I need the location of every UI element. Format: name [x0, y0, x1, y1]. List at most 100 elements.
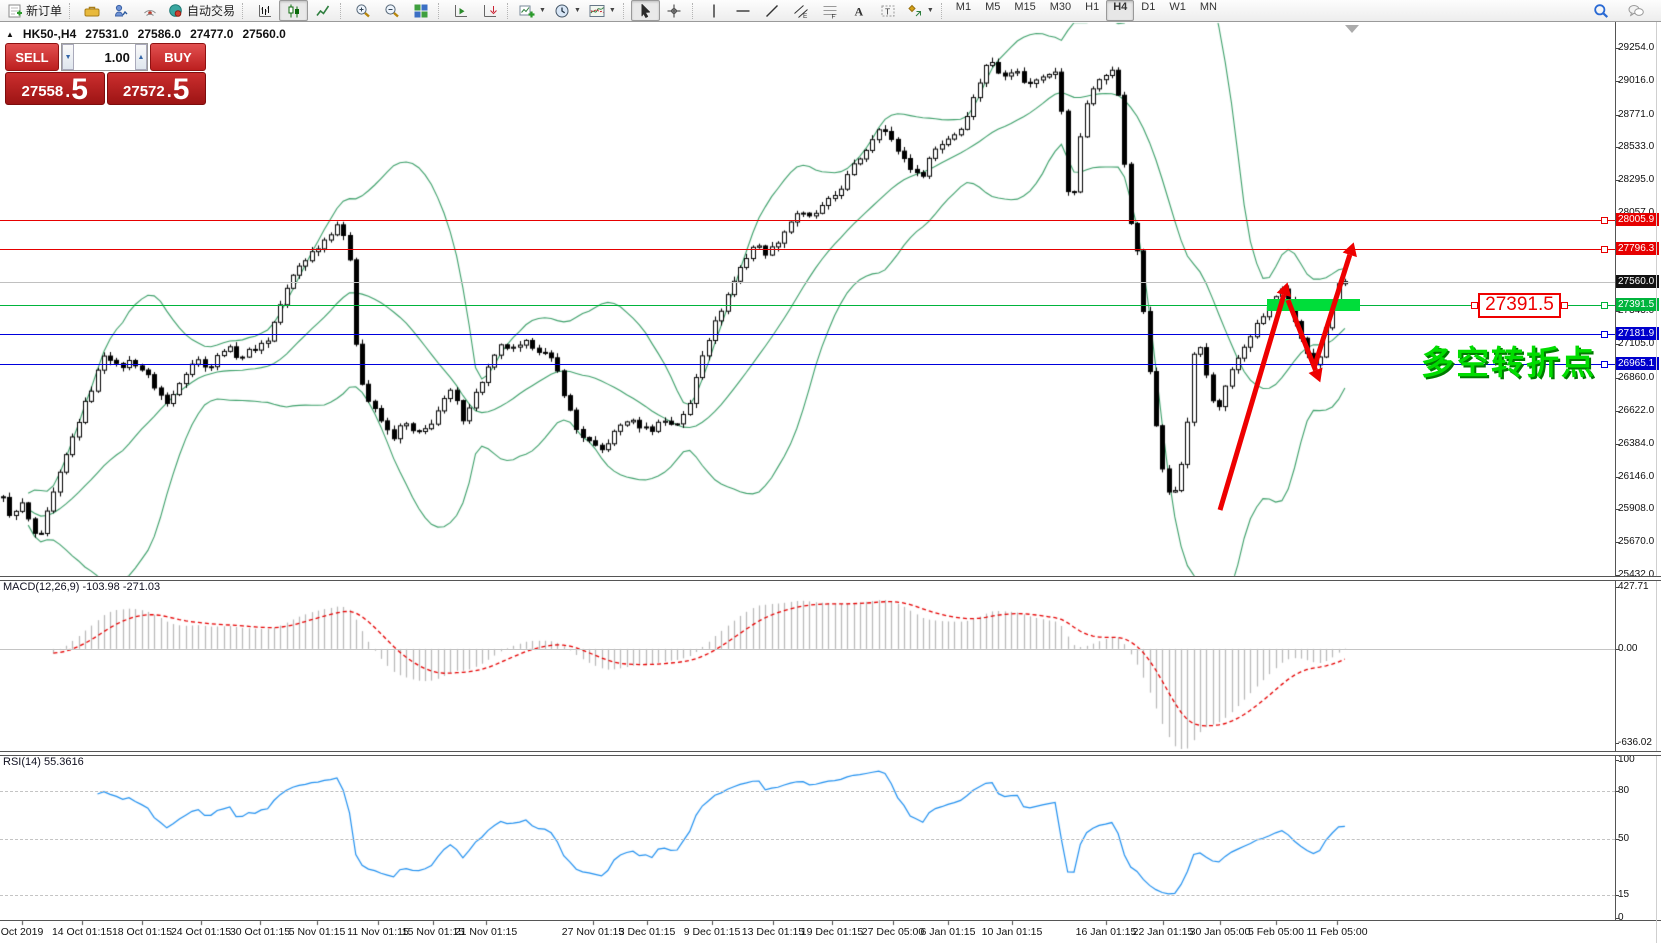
- time-axis-label: 11 Feb 05:00: [1306, 926, 1368, 938]
- templates-button[interactable]: ▼: [585, 0, 620, 21]
- panel-separator-rsi[interactable]: [0, 751, 1661, 756]
- vertical-line-button[interactable]: [700, 0, 729, 21]
- price-level-line-27796.3[interactable]: [0, 249, 1615, 250]
- timeframe-m15[interactable]: M15: [1014, 1, 1036, 13]
- price-badge-27796.3: 27796.3: [1616, 242, 1659, 255]
- search-icon: [1593, 3, 1609, 19]
- toolbox-button[interactable]: [77, 0, 106, 21]
- volume-increase-button[interactable]: ▲: [134, 44, 147, 70]
- sell-price-tile[interactable]: 27558 . 5: [5, 72, 105, 105]
- line-chart-button[interactable]: [308, 0, 337, 21]
- fibonacci-button[interactable]: F: [816, 0, 845, 21]
- timeframe-h4[interactable]: H4: [1106, 0, 1135, 21]
- price-tick-mark: [1615, 311, 1619, 312]
- chat-button[interactable]: [1621, 0, 1650, 21]
- shapes-button[interactable]: ▼: [903, 0, 938, 21]
- price-level-line-27181.9[interactable]: [0, 334, 1615, 335]
- symbol-info-bar: ▲ HK50-,H4 27531.0 27586.0 27477.0 27560…: [6, 27, 286, 41]
- market-watch-button[interactable]: [106, 0, 135, 21]
- panel-separator-macd[interactable]: [0, 576, 1661, 581]
- price-axis-border: [1615, 22, 1616, 921]
- candlestick-button[interactable]: [279, 0, 309, 21]
- buy-price-tile[interactable]: 27572 . 5: [106, 72, 206, 106]
- buy-button[interactable]: BUY: [150, 43, 206, 71]
- new-order-icon: [7, 3, 23, 19]
- price-level-line-27391.5[interactable]: [0, 305, 1615, 306]
- bar-chart-button[interactable]: [250, 0, 279, 21]
- box-anchor[interactable]: [1561, 302, 1568, 309]
- new-chart-button[interactable]: ▼: [515, 0, 550, 21]
- chevron-down-icon: ▼: [573, 7, 581, 14]
- price-level-line-27560.0[interactable]: [0, 282, 1615, 283]
- price-tick-label: 26384.0: [1618, 438, 1655, 449]
- chevron-down-icon: ▼: [926, 7, 934, 14]
- time-axis-label: 14 Oct 01:15: [51, 926, 113, 938]
- price-level-line-28005.9[interactable]: [0, 220, 1615, 221]
- timeframe-m5[interactable]: M5: [985, 1, 1001, 13]
- sell-button[interactable]: SELL: [5, 43, 59, 71]
- connector-line: [1267, 305, 1601, 306]
- new-chart-icon: [519, 3, 535, 19]
- price-tick-label: 29254.0: [1618, 42, 1655, 53]
- auto-trading-button[interactable]: 自动交易: [164, 0, 239, 21]
- buy-price-fraction: 5: [172, 73, 190, 106]
- timeframe-mn[interactable]: MN: [1199, 1, 1217, 13]
- rsi-indicator-label: RSI(14) 55.3616: [3, 756, 84, 768]
- line-anchor[interactable]: [1601, 246, 1608, 253]
- box-anchor[interactable]: [1471, 302, 1478, 309]
- price-badge-27181.9: 27181.9: [1616, 327, 1659, 340]
- zoom-in-button[interactable]: [348, 0, 377, 21]
- macd-tick-label: 0.00: [1618, 643, 1638, 654]
- price-level-line-26965.1[interactable]: [0, 364, 1615, 365]
- tile-windows-button[interactable]: [406, 0, 435, 21]
- ohlc-low: 27477.0: [190, 27, 234, 41]
- time-axis-label: 22 Jan 01:15: [1132, 926, 1194, 938]
- toolbar-separator: [507, 2, 512, 19]
- text-button[interactable]: A: [845, 0, 874, 21]
- search-button[interactable]: [1586, 0, 1615, 21]
- sell-price-fraction: 5: [71, 73, 88, 106]
- time-axis-label: 11 Nov 01:15: [347, 926, 409, 938]
- symbol-title: HK50-,H4: [22, 27, 77, 41]
- time-axis-label: 27 Nov 01:15: [561, 926, 625, 938]
- price-tick-mark: [1615, 48, 1619, 49]
- periods-button[interactable]: ▼: [550, 0, 585, 21]
- new-order-button[interactable]: 新订单: [3, 0, 66, 21]
- market-watch-icon: [113, 3, 129, 19]
- macd-indicator-label: MACD(12,26,9) -103.98 -271.03: [3, 581, 161, 593]
- support-zone-bar[interactable]: [1267, 299, 1360, 311]
- price-annotation-box[interactable]: 27391.5: [1478, 292, 1561, 318]
- rsi-level-15: [0, 895, 1615, 896]
- trendline-button[interactable]: [758, 0, 787, 21]
- buy-price-main: 27572: [123, 83, 165, 100]
- cursor-button[interactable]: [630, 0, 660, 21]
- line-anchor[interactable]: [1601, 331, 1608, 338]
- auto-scroll-button[interactable]: [475, 0, 504, 21]
- rsi-tick-mark: [1615, 791, 1619, 792]
- rsi-tick-mark: [1615, 895, 1619, 896]
- horizontal-line-button[interactable]: [729, 0, 758, 21]
- channel-button[interactable]: E: [787, 0, 816, 21]
- ohlc-high: 27586.0: [137, 27, 182, 41]
- line-anchor[interactable]: [1601, 361, 1608, 368]
- volume-decrease-button[interactable]: ▼: [62, 44, 75, 70]
- toolbar-separator: [69, 2, 74, 19]
- zoom-out-button[interactable]: [377, 0, 406, 21]
- line-anchor[interactable]: [1601, 302, 1608, 309]
- chart-shift-button[interactable]: [446, 0, 475, 21]
- toolbar-separator: [242, 2, 247, 19]
- crosshair-button[interactable]: [660, 0, 689, 21]
- timeframe-h1[interactable]: H1: [1085, 1, 1100, 13]
- timeframe-d1[interactable]: D1: [1141, 1, 1156, 13]
- signals-button[interactable]: [135, 0, 164, 21]
- price-tick-label: 26622.0: [1618, 405, 1655, 416]
- line-anchor[interactable]: [1601, 217, 1608, 224]
- volume-input[interactable]: [74, 44, 135, 70]
- price-tick-mark: [1615, 147, 1619, 148]
- timeframe-w1[interactable]: W1: [1169, 1, 1186, 13]
- text-label-button[interactable]: T: [874, 0, 903, 21]
- timeframe-m30[interactable]: M30: [1049, 1, 1072, 13]
- timeframe-m1[interactable]: M1: [955, 1, 972, 13]
- time-axis-label: 16 Jan 01:15: [1075, 926, 1137, 938]
